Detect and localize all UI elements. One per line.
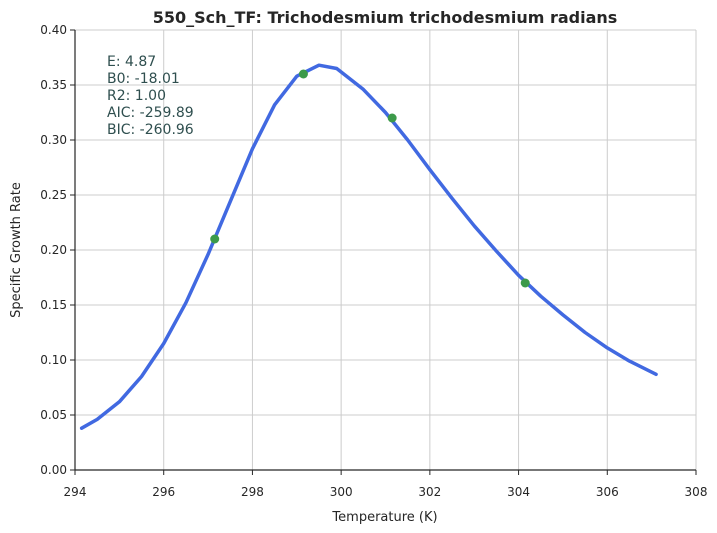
y-tick-label: 0.25 [40,188,67,202]
y-tick-label: 0.05 [40,408,67,422]
x-axis-ticks: 294 296 298 300 302 304 306 308 [64,470,708,499]
fitted-curve-line [79,63,658,430]
x-tick-label: 298 [241,485,264,499]
data-point [298,69,308,79]
x-tick-label: 306 [596,485,619,499]
y-tick-label: 0.15 [40,298,67,312]
x-tick-label: 300 [330,485,353,499]
y-axis-ticks: 0.00 0.05 0.10 0.15 0.20 0.25 0.30 0.35 0.40 [40,23,75,477]
y-tick-label: 0.35 [40,78,67,92]
x-tick-label: 294 [64,485,87,499]
stat-bic: BIC: -260.96 [107,122,194,138]
x-tick-label: 302 [418,485,441,499]
stat-r2: R2: 1.00 [107,88,166,104]
y-tick-label: 0.40 [40,23,67,37]
data-point [387,113,397,123]
data-point [520,278,530,288]
stat-e: E: 4.87 [107,54,156,70]
y-tick-label: 0.10 [40,353,67,367]
x-axis-title: Temperature (K) [331,510,437,525]
y-axis-title: Specific Growth Rate [9,182,24,318]
x-tick-label: 296 [152,485,175,499]
y-tick-label: 0.20 [40,243,67,257]
stat-b0: B0: -18.01 [107,71,180,87]
y-tick-label: 0.00 [40,463,67,477]
series-layer [79,63,658,430]
fit-statistics: E: 4.87 B0: -18.01 R2: 1.00 AIC: -259.89… [107,54,194,138]
x-tick-label: 308 [685,485,708,499]
chart-title: 550_Sch_TF: Trichodesmium trichodesmium … [153,8,618,27]
x-tick-label: 304 [507,485,530,499]
y-tick-label: 0.30 [40,133,67,147]
stat-aic: AIC: -259.89 [107,105,194,121]
data-point [210,234,220,244]
